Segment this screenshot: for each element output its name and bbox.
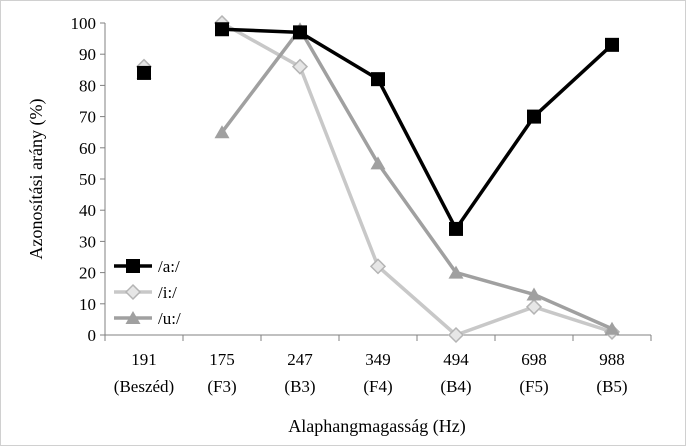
y-tick-label: 60 [79,139,96,158]
data-point [293,25,307,40]
x-tick-label: 247 [287,350,313,369]
data-point [448,265,464,279]
data-point [449,221,463,236]
y-tick-label: 100 [71,14,97,33]
x-tick-sublabel: (B3) [284,377,315,396]
y-tick-label: 80 [79,76,96,95]
legend-marker [125,311,141,324]
y-tick-label: 90 [79,45,96,64]
legend-label: /u:/ [158,309,181,328]
legend-marker [124,283,142,301]
x-tick-sublabel: (F5) [519,377,548,396]
x-tick-label: 349 [365,350,391,369]
data-point [525,298,543,315]
series-1 [135,14,621,344]
legend-entry: /i:/ [114,283,177,302]
y-tick-label: 20 [79,264,96,283]
data-point [605,37,619,52]
y-tick-label: 40 [79,201,96,220]
y-tick-label: 50 [79,170,96,189]
y-axis-title: Azonosítási arány (%) [26,99,47,260]
x-tick-label: 175 [209,350,235,369]
legend-entry: /a:/ [114,257,180,276]
x-tick-sublabel: (B5) [596,377,627,396]
data-point [291,58,309,75]
data-point [527,109,541,124]
x-axis: 191 (Beszéd) 175 (F3) 247 (B3) 349 (F4) 494 (B4) 6… [104,334,652,396]
x-tick-label: 988 [599,350,625,369]
x-tick-sublabel: (Beszéd) [114,377,174,396]
legend: /a:/ /i:/ /u:/ [114,257,181,328]
data-point [137,65,151,80]
series-0 [137,22,619,236]
y-tick-label: 0 [88,326,97,345]
x-tick-label: 191 [131,350,157,369]
data-point [215,22,229,37]
y-tick-label: 70 [79,108,96,127]
legend-label: /i:/ [158,283,177,302]
legend-label: /a:/ [158,257,180,276]
series-line [221,27,614,231]
x-tick-sublabel: (B4) [440,377,471,396]
data-point [214,125,230,139]
data-point [370,156,386,170]
legend-entry: /u:/ [114,309,181,328]
series-layer [135,14,621,344]
data-point [369,258,387,275]
y-axis: 0 10 20 30 40 50 60 70 80 90 100 [71,14,106,345]
x-tick-label: 494 [443,350,469,369]
y-tick-label: 30 [79,232,96,251]
legend-marker [126,259,140,273]
data-point [526,287,542,301]
x-tick-label: 698 [521,350,547,369]
data-point [447,326,465,344]
data-point [604,321,620,335]
x-tick-sublabel: (F3) [207,377,236,396]
series-line [220,27,613,331]
y-tick-label: 10 [79,295,96,314]
series-2 [136,22,620,335]
data-point [371,72,385,87]
series-line [221,21,613,337]
x-axis-title: Alaphangmagasság (Hz) [288,416,465,437]
x-tick-sublabel: (F4) [363,377,392,396]
